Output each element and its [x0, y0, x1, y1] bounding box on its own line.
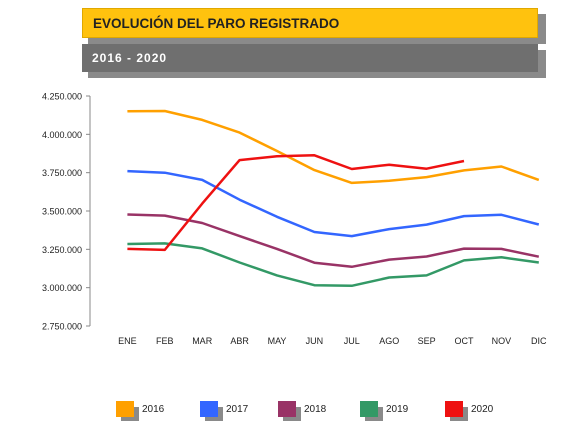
x-tick-label: JUN	[306, 336, 324, 346]
series-lines	[127, 109, 540, 288]
series-line-2017	[127, 169, 540, 238]
x-tick-label: ENE	[118, 336, 137, 346]
legend-label-2017: 2017	[226, 404, 249, 415]
subtitle-bar: 2016 - 2020	[82, 44, 538, 72]
y-tick-label: 4.000.000	[42, 130, 82, 140]
x-axis-ticks: ENE FEB MAR ABR MAY JUN JUL AGO SEP OCT NOV DIC	[118, 336, 547, 346]
series-line-2016	[127, 109, 540, 185]
series-line-2019	[127, 242, 539, 288]
x-tick-label: MAR	[192, 336, 213, 346]
legend-swatch-2020	[445, 401, 463, 417]
y-tick-label: 3.500.000	[42, 207, 82, 217]
x-tick-label: AGO	[379, 336, 399, 346]
y-tick-label: 3.750.000	[42, 168, 82, 178]
legend-label-2018: 2018	[304, 404, 327, 415]
legend-swatch-2016	[116, 401, 134, 417]
y-tick-label: 3.250.000	[42, 245, 82, 255]
x-tick-label: NOV	[492, 336, 512, 346]
series-line-2020	[127, 154, 465, 252]
y-tick-label: 3.000.000	[42, 283, 82, 293]
y-tick-label: 4.250.000	[42, 92, 82, 102]
x-tick-label: FEB	[156, 336, 174, 346]
x-tick-label: MAY	[268, 336, 287, 346]
line-chart: 4.250.000 4.000.000 3.750.000 3.500.000 3.25…	[42, 92, 547, 347]
y-axis-ticks: 4.250.000 4.000.000 3.750.000 3.500.000 3.25…	[42, 92, 90, 332]
x-tick-label: DIC	[531, 336, 547, 346]
chart-title: EVOLUCIÓN DEL PARO REGISTRADO	[93, 16, 340, 31]
legend-swatch-2019	[360, 401, 378, 417]
title-bar: EVOLUCIÓN DEL PARO REGISTRADO	[82, 8, 538, 38]
legend-label-2020: 2020	[471, 404, 494, 415]
x-tick-label: JUL	[344, 336, 360, 346]
legend-swatch-2017	[200, 401, 218, 417]
x-tick-label: OCT	[455, 336, 475, 346]
legend-label-2019: 2019	[386, 404, 409, 415]
y-tick-label: 2.750.000	[42, 322, 82, 332]
legend-label-2016: 2016	[142, 404, 165, 415]
chart-subtitle: 2016 - 2020	[92, 51, 168, 65]
legend-swatch-2018	[278, 401, 296, 417]
x-tick-label: ABR	[230, 336, 249, 346]
x-tick-label: SEP	[418, 336, 436, 346]
series-line-2018	[127, 213, 540, 269]
